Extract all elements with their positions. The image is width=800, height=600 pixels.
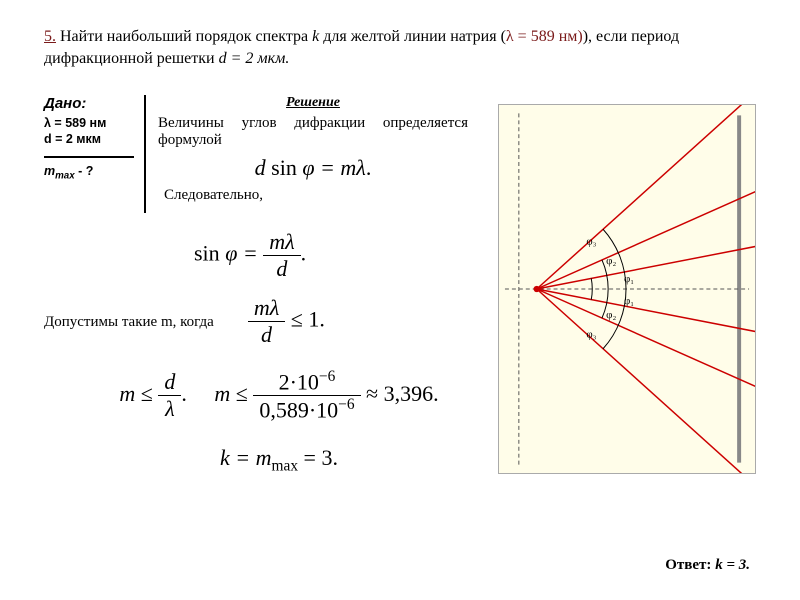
problem-d-eq: d = 2 мкм. bbox=[219, 50, 290, 67]
vertical-rule bbox=[144, 95, 146, 213]
answer-label: Ответ: bbox=[665, 557, 715, 573]
problem-number: 5. bbox=[44, 28, 56, 45]
lambda-eq: λ = 589 нм bbox=[506, 28, 577, 45]
formula-5-sub: max bbox=[272, 458, 299, 475]
given-block: Дано: λ = 589 нм d = 2 мкм mmax - ? bbox=[44, 95, 144, 182]
problem-text-a: Найти наибольший порядок спектра bbox=[56, 28, 312, 45]
given-d: d = 2 мкм bbox=[44, 132, 144, 146]
solution-title: Решение bbox=[158, 95, 468, 111]
solution-p2: Следовательно, bbox=[164, 187, 468, 204]
answer-value: k = 3. bbox=[715, 557, 750, 573]
given-title: Дано: bbox=[44, 95, 144, 112]
solution-p3: Допустимы такие m, когда bbox=[44, 314, 214, 331]
formula-4: m ≤ dλ. m ≤ 2·10−6 0,589·10−6 ≈ 3,396. bbox=[44, 368, 514, 424]
formula-4a: m ≤ dλ. bbox=[119, 381, 192, 406]
solution-p1: Величины углов дифракции определяется фо… bbox=[158, 115, 468, 149]
solution-text: Решение Величины углов дифракции определ… bbox=[158, 95, 468, 208]
given-separator bbox=[44, 156, 134, 158]
svg-text:φ₁: φ₁ bbox=[624, 273, 634, 285]
formula-5: k = mmax = 3. bbox=[44, 445, 514, 475]
given-q-sub: max bbox=[55, 170, 75, 181]
given-question: mmax - ? bbox=[44, 164, 144, 182]
svg-text:φ₁: φ₁ bbox=[624, 295, 634, 307]
given-lambda: λ = 589 нм bbox=[44, 116, 144, 130]
below-block: Допустимы такие m, когда mλd ≤ 1. m ≤ dλ… bbox=[44, 253, 514, 482]
svg-text:φ₂: φ₂ bbox=[606, 255, 616, 267]
answer: Ответ: k = 3. bbox=[665, 557, 750, 574]
problem-statement: 5. Найти наибольший порядок спектра k дл… bbox=[44, 26, 756, 71]
formula-4b: m ≤ 2·10−6 0,589·10−6 ≈ 3,396. bbox=[214, 381, 438, 406]
diffraction-diagram: φ₁ φ₁ φ₂ φ₂ φ₃ φ₃ bbox=[498, 104, 756, 474]
diagram-svg: φ₁ φ₁ φ₂ φ₂ φ₃ φ₃ bbox=[499, 105, 755, 473]
formula-1: d sin φ = mλ. bbox=[158, 155, 468, 181]
line-p3: Допустимы такие m, когда mλd ≤ 1. bbox=[44, 289, 514, 354]
svg-text:φ₂: φ₂ bbox=[606, 309, 616, 321]
svg-text:φ₃: φ₃ bbox=[586, 329, 596, 341]
svg-text:φ₃: φ₃ bbox=[586, 235, 596, 247]
formula-3: mλd ≤ 1. bbox=[248, 295, 325, 348]
problem-text-b: для желтой линии натрия ( bbox=[319, 28, 506, 45]
given-q-tail: - ? bbox=[75, 164, 94, 178]
given-q-var: m bbox=[44, 164, 55, 178]
